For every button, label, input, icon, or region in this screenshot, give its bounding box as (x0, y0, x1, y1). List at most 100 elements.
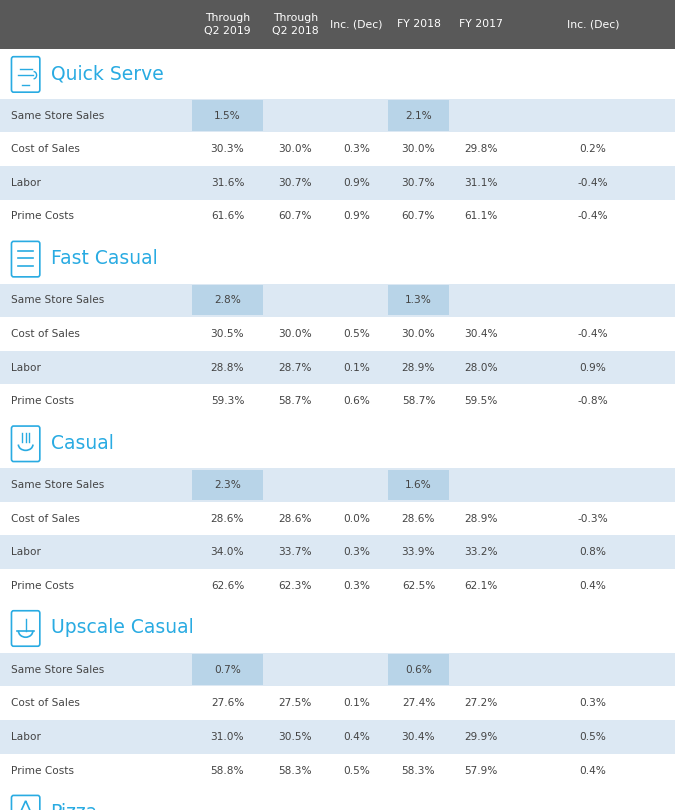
Text: -0.3%: -0.3% (578, 514, 608, 523)
Text: Labor: Labor (11, 548, 41, 557)
FancyBboxPatch shape (0, 787, 675, 810)
Text: 30.3%: 30.3% (211, 144, 244, 154)
FancyBboxPatch shape (0, 166, 675, 200)
Text: -0.4%: -0.4% (578, 329, 608, 339)
FancyBboxPatch shape (192, 285, 263, 316)
FancyBboxPatch shape (0, 351, 675, 385)
FancyBboxPatch shape (388, 470, 449, 501)
FancyBboxPatch shape (0, 233, 675, 284)
Text: 30.0%: 30.0% (278, 329, 312, 339)
Text: 2.8%: 2.8% (214, 296, 241, 305)
Text: 61.6%: 61.6% (211, 211, 244, 221)
Text: FY 2017: FY 2017 (458, 19, 502, 29)
Text: Quick Serve: Quick Serve (51, 64, 163, 83)
FancyBboxPatch shape (0, 753, 675, 787)
FancyBboxPatch shape (0, 468, 675, 502)
Text: 31.0%: 31.0% (211, 732, 244, 742)
Text: 0.9%: 0.9% (580, 363, 606, 373)
FancyBboxPatch shape (0, 569, 675, 603)
Text: 28.9%: 28.9% (402, 363, 435, 373)
Text: -0.8%: -0.8% (578, 396, 608, 406)
Text: 0.6%: 0.6% (343, 396, 370, 406)
Text: Same Store Sales: Same Store Sales (11, 665, 105, 675)
Text: 0.0%: 0.0% (343, 514, 370, 523)
Text: 62.6%: 62.6% (211, 581, 244, 590)
FancyBboxPatch shape (0, 535, 675, 569)
FancyBboxPatch shape (0, 385, 675, 418)
Text: 30.0%: 30.0% (278, 144, 312, 154)
Text: 0.1%: 0.1% (343, 698, 370, 708)
Text: 1.5%: 1.5% (214, 111, 241, 121)
Text: Fast Casual: Fast Casual (51, 249, 157, 268)
Text: 62.1%: 62.1% (464, 581, 497, 590)
Text: 27.5%: 27.5% (279, 698, 312, 708)
Text: 62.5%: 62.5% (402, 581, 435, 590)
Text: 30.0%: 30.0% (402, 144, 435, 154)
Text: 1.6%: 1.6% (405, 480, 432, 490)
Text: -0.4%: -0.4% (578, 211, 608, 221)
Text: Inc. (Dec): Inc. (Dec) (330, 19, 383, 29)
Text: Same Store Sales: Same Store Sales (11, 480, 105, 490)
Text: 30.7%: 30.7% (279, 178, 312, 188)
Text: Prime Costs: Prime Costs (11, 396, 74, 406)
Text: 28.8%: 28.8% (211, 363, 244, 373)
FancyBboxPatch shape (192, 470, 263, 501)
Text: 0.3%: 0.3% (343, 581, 370, 590)
Text: 29.8%: 29.8% (464, 144, 497, 154)
Text: -0.4%: -0.4% (578, 178, 608, 188)
FancyBboxPatch shape (0, 200, 675, 233)
Text: 30.0%: 30.0% (402, 329, 435, 339)
Text: 0.7%: 0.7% (214, 665, 241, 675)
Text: 28.0%: 28.0% (464, 363, 497, 373)
FancyBboxPatch shape (0, 284, 675, 318)
Text: 1.3%: 1.3% (405, 296, 432, 305)
Text: 30.4%: 30.4% (402, 732, 435, 742)
Text: 2.3%: 2.3% (214, 480, 241, 490)
Text: 28.6%: 28.6% (279, 514, 312, 523)
Text: Same Store Sales: Same Store Sales (11, 111, 105, 121)
Text: 58.8%: 58.8% (211, 765, 244, 775)
Text: 33.2%: 33.2% (464, 548, 497, 557)
Text: 28.9%: 28.9% (464, 514, 497, 523)
FancyBboxPatch shape (0, 133, 675, 166)
Text: 0.3%: 0.3% (579, 698, 607, 708)
Text: Through
Q2 2019: Through Q2 2019 (204, 13, 251, 36)
Text: Inc. (Dec): Inc. (Dec) (567, 19, 619, 29)
Text: 30.5%: 30.5% (279, 732, 312, 742)
FancyBboxPatch shape (0, 502, 675, 535)
Text: 28.7%: 28.7% (279, 363, 312, 373)
FancyBboxPatch shape (0, 720, 675, 753)
Text: 0.3%: 0.3% (343, 548, 370, 557)
Text: Cost of Sales: Cost of Sales (11, 698, 80, 708)
FancyBboxPatch shape (388, 285, 449, 316)
Text: 33.7%: 33.7% (279, 548, 312, 557)
FancyBboxPatch shape (0, 0, 675, 49)
Text: 0.5%: 0.5% (343, 765, 370, 775)
Text: 0.8%: 0.8% (579, 548, 607, 557)
Text: 0.1%: 0.1% (343, 363, 370, 373)
Text: Upscale Casual: Upscale Casual (51, 618, 193, 637)
Text: 0.3%: 0.3% (343, 144, 370, 154)
Text: 0.6%: 0.6% (405, 665, 432, 675)
Text: 27.2%: 27.2% (464, 698, 497, 708)
Text: 29.9%: 29.9% (464, 732, 497, 742)
Text: 28.6%: 28.6% (211, 514, 244, 523)
Text: Labor: Labor (11, 178, 41, 188)
Text: 0.9%: 0.9% (343, 211, 370, 221)
Text: 0.5%: 0.5% (343, 329, 370, 339)
FancyBboxPatch shape (192, 654, 263, 684)
Text: Pizza: Pizza (51, 803, 98, 810)
Text: Prime Costs: Prime Costs (11, 765, 74, 775)
Text: 58.3%: 58.3% (279, 765, 312, 775)
Text: 58.3%: 58.3% (402, 765, 435, 775)
FancyBboxPatch shape (388, 100, 449, 131)
Text: 30.4%: 30.4% (464, 329, 497, 339)
Text: 0.2%: 0.2% (580, 144, 606, 154)
Text: 30.7%: 30.7% (402, 178, 435, 188)
Text: 0.9%: 0.9% (343, 178, 370, 188)
Text: 0.4%: 0.4% (343, 732, 370, 742)
Text: 0.5%: 0.5% (580, 732, 606, 742)
Text: 58.7%: 58.7% (279, 396, 312, 406)
Text: Labor: Labor (11, 363, 41, 373)
FancyBboxPatch shape (0, 99, 675, 133)
